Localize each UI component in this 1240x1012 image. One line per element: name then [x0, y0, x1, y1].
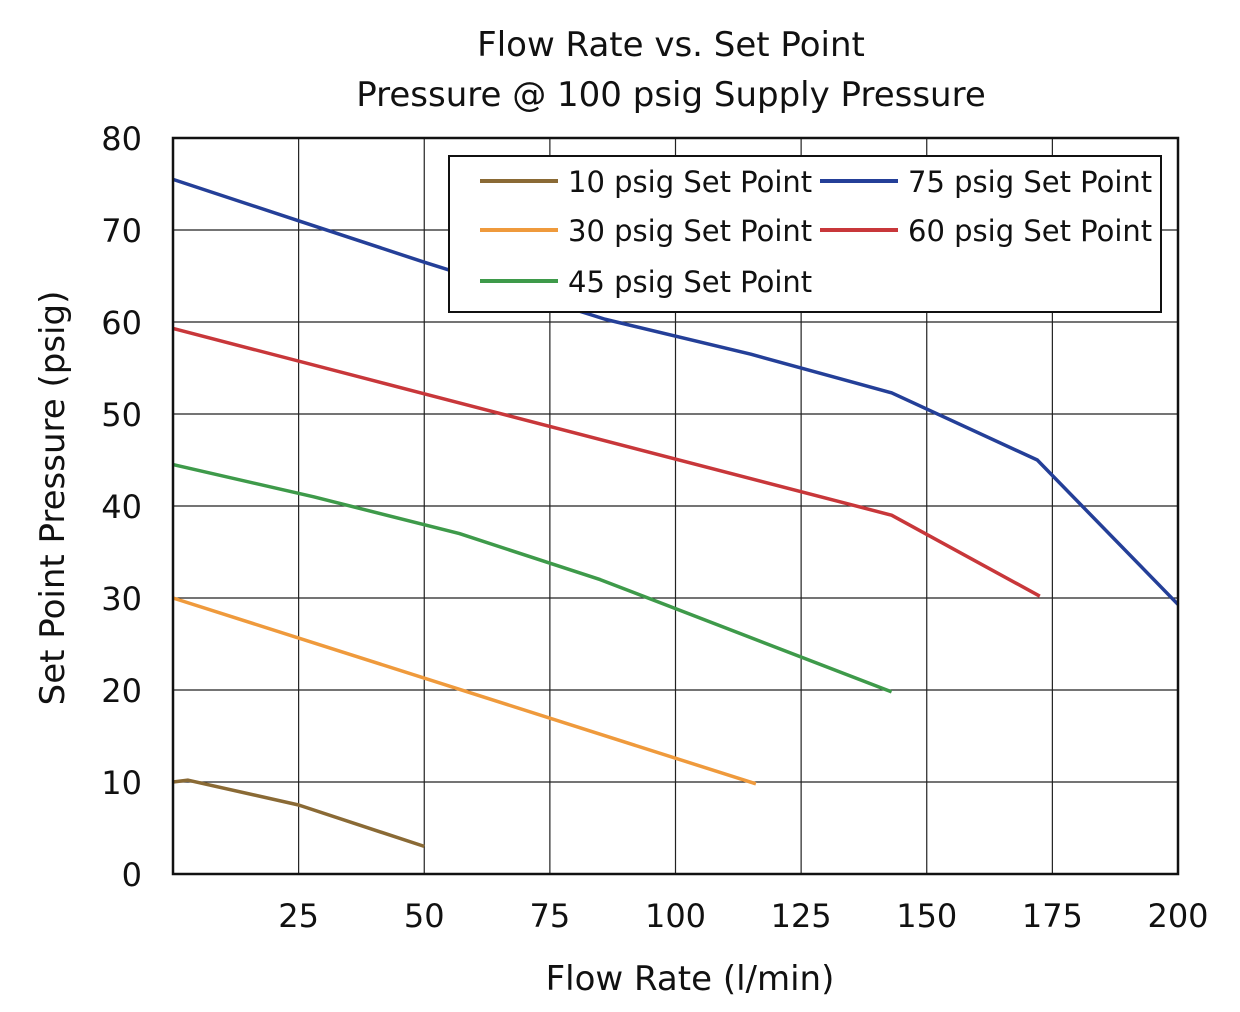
plot-frame	[171, 136, 1180, 876]
x-tick-label: 25	[278, 897, 319, 935]
x-tick-label: 175	[1022, 897, 1083, 935]
legend-label: 75 psig Set Point	[908, 165, 1152, 199]
x-tick-label: 150	[896, 897, 957, 935]
series-line-60-psig	[172, 326, 1041, 598]
x-axis-label: Flow Rate (l/min)	[546, 959, 835, 999]
legend-label: 30 psig Set Point	[568, 214, 812, 248]
x-tick-label: 125	[771, 897, 832, 935]
series-line-30-psig	[172, 596, 757, 786]
legend-box	[448, 155, 1162, 313]
y-tick-label: 10	[101, 764, 142, 802]
legend-label: 60 psig Set Point	[908, 214, 1152, 248]
tick-labels: 25 50 75 100 125 150 175 200 0 10 20 30 40 50 60 70 80	[101, 120, 1208, 935]
chart-title-line-1: Flow Rate vs. Set Point	[477, 25, 865, 65]
series-line-10-psig	[172, 778, 425, 849]
legend-label: 10 psig Set Point	[568, 165, 812, 199]
y-tick-label: 70	[101, 212, 142, 250]
x-tick-label: 75	[530, 897, 571, 935]
legend-label: 45 psig Set Point	[568, 265, 812, 299]
series-line-75-psig	[172, 177, 1180, 606]
x-tick-label: 200	[1147, 897, 1208, 935]
y-tick-label: 0	[122, 856, 142, 894]
x-tick-label: 50	[404, 897, 445, 935]
x-tick-label: 100	[645, 897, 706, 935]
series-lines	[172, 177, 1180, 849]
y-tick-label: 80	[101, 120, 142, 158]
y-tick-label: 60	[101, 304, 142, 342]
legend: 10 psig Set Point 30 psig Set Point 45 psi…	[448, 155, 1162, 313]
y-tick-label: 20	[101, 672, 142, 710]
y-axis-label: Set Point Pressure (psig)	[33, 291, 73, 706]
chart-title-line-2: Pressure @ 100 psig Supply Pressure	[356, 75, 985, 115]
y-tick-label: 30	[101, 580, 142, 618]
y-tick-label: 50	[101, 396, 142, 434]
series-line-45-psig	[172, 462, 893, 694]
y-tick-label: 40	[101, 488, 142, 526]
